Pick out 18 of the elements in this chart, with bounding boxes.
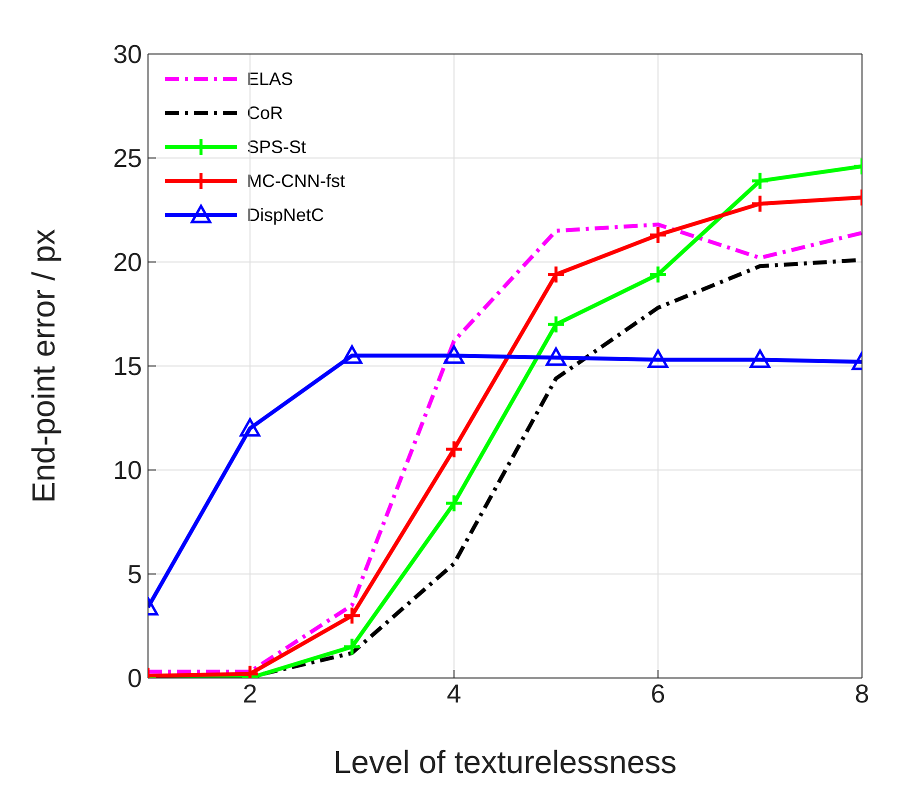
y-tick-label: 0 <box>128 663 142 694</box>
x-tick-label: 6 <box>650 678 666 708</box>
x-tick-label: 4 <box>446 678 462 708</box>
y-tick-label: 15 <box>113 351 142 382</box>
x-axis-title: Level of texturelessness <box>333 744 677 780</box>
y-tick-label: 5 <box>128 559 142 590</box>
y-axis-title: End-point error / px <box>25 229 62 503</box>
y-tick-label: 20 <box>113 247 142 278</box>
x-tick-label: 2 <box>242 678 258 708</box>
legend-label: CoR <box>247 102 284 124</box>
y-tick-label: 25 <box>113 143 142 174</box>
y-tick-label: 30 <box>113 39 142 70</box>
legend-label: ELAS <box>247 68 294 90</box>
x-tick-label: 8 <box>854 678 870 708</box>
legend-label: SPS-St <box>247 136 306 158</box>
y-tick-label: 10 <box>113 455 142 486</box>
legend-label: MC-CNN-fst <box>247 170 345 192</box>
legend-label: DispNetC <box>247 204 324 226</box>
